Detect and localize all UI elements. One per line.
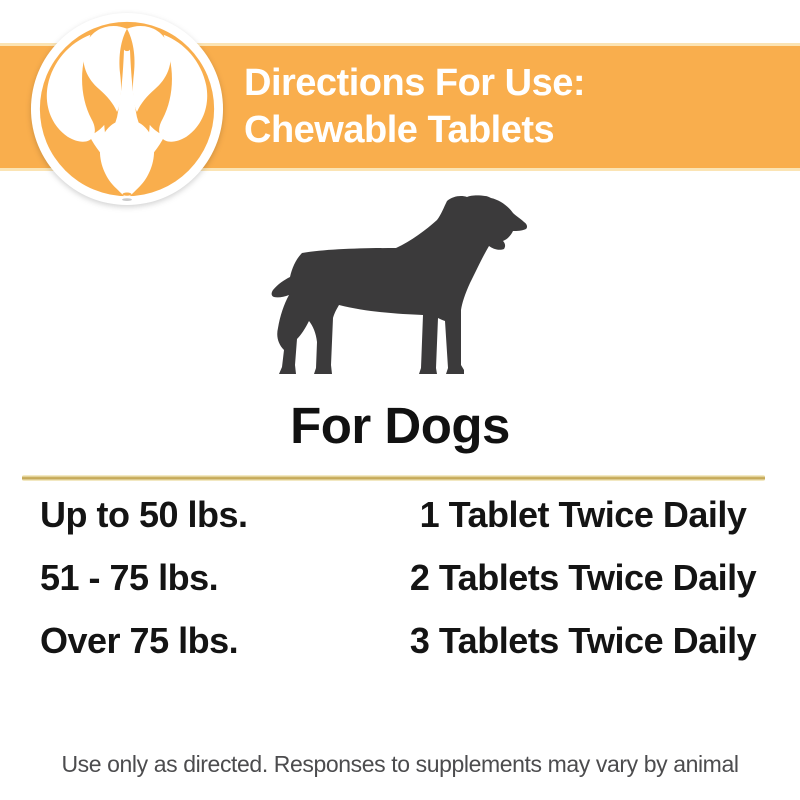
- dose-label: 1 Tablet Twice Daily: [419, 494, 747, 535]
- dose-label: 3 Tablets Twice Daily: [409, 620, 757, 661]
- table-row: Up to 50 lbs. 1 Tablet Twice Daily: [40, 494, 776, 557]
- brand-logo: [28, 10, 226, 208]
- weight-range-label: Up to 50 lbs.: [40, 494, 248, 535]
- section-heading: For Dogs: [290, 397, 510, 454]
- weight-range-label: Over 75 lbs.: [40, 620, 239, 661]
- banner-title-line2: Chewable Tablets: [244, 109, 555, 151]
- disclaimer-text: Use only as directed. Responses to suppl…: [61, 751, 739, 777]
- weight-range-label: 51 - 75 lbs.: [40, 557, 219, 598]
- dog-silhouette-icon: [271, 192, 529, 380]
- banner-title-line1: Directions For Use:: [244, 62, 586, 104]
- divider-rule: [22, 475, 765, 481]
- dosage-table: Up to 50 lbs. 1 Tablet Twice Daily 51 - …: [40, 494, 776, 683]
- table-row: Over 75 lbs. 3 Tablets Twice Daily: [40, 620, 776, 683]
- table-row: 51 - 75 lbs. 2 Tablets Twice Daily: [40, 557, 776, 620]
- dose-label: 2 Tablets Twice Daily: [409, 557, 757, 598]
- standing-dog-icon: [271, 195, 528, 374]
- dog-head-icon: [30, 12, 224, 206]
- banner-title: Directions For Use: Chewable Tablets: [244, 60, 586, 154]
